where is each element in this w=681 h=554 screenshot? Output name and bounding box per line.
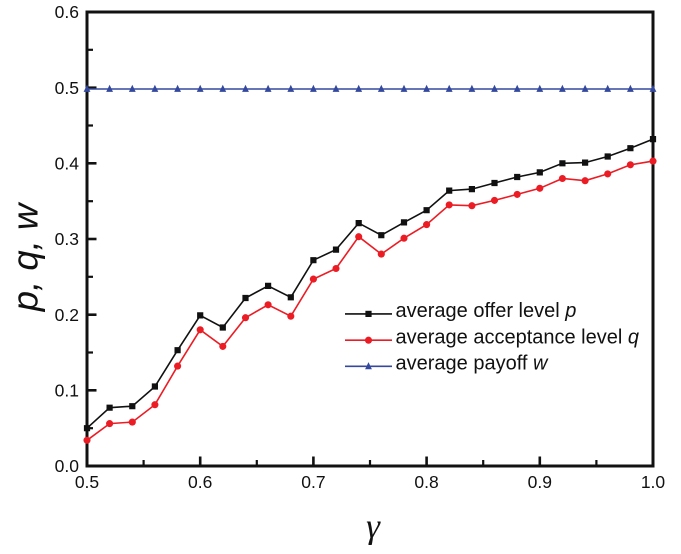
svg-text:0.5: 0.5	[75, 472, 99, 492]
svg-text:average payoff w: average payoff w	[396, 353, 550, 375]
svg-text:0.2: 0.2	[55, 305, 79, 325]
svg-text:0.6: 0.6	[188, 472, 212, 492]
svg-text:0.5: 0.5	[55, 78, 79, 98]
svg-text:average acceptance level q: average acceptance level q	[396, 326, 640, 348]
svg-text:0.7: 0.7	[301, 472, 325, 492]
svg-text:0.3: 0.3	[55, 229, 79, 249]
svg-text:0.4: 0.4	[55, 154, 80, 174]
svg-text:average offer level p: average offer level p	[396, 300, 577, 322]
svg-text:0.0: 0.0	[55, 456, 80, 476]
svg-text:0.8: 0.8	[414, 472, 438, 492]
svg-text:γ: γ	[366, 507, 381, 546]
svg-text:0.6: 0.6	[55, 2, 79, 22]
svg-text:0.1: 0.1	[55, 381, 79, 401]
svg-text:1.0: 1.0	[641, 472, 666, 492]
svg-text:p, q, w: p, q, w	[5, 201, 46, 312]
svg-text:0.9: 0.9	[528, 472, 552, 492]
